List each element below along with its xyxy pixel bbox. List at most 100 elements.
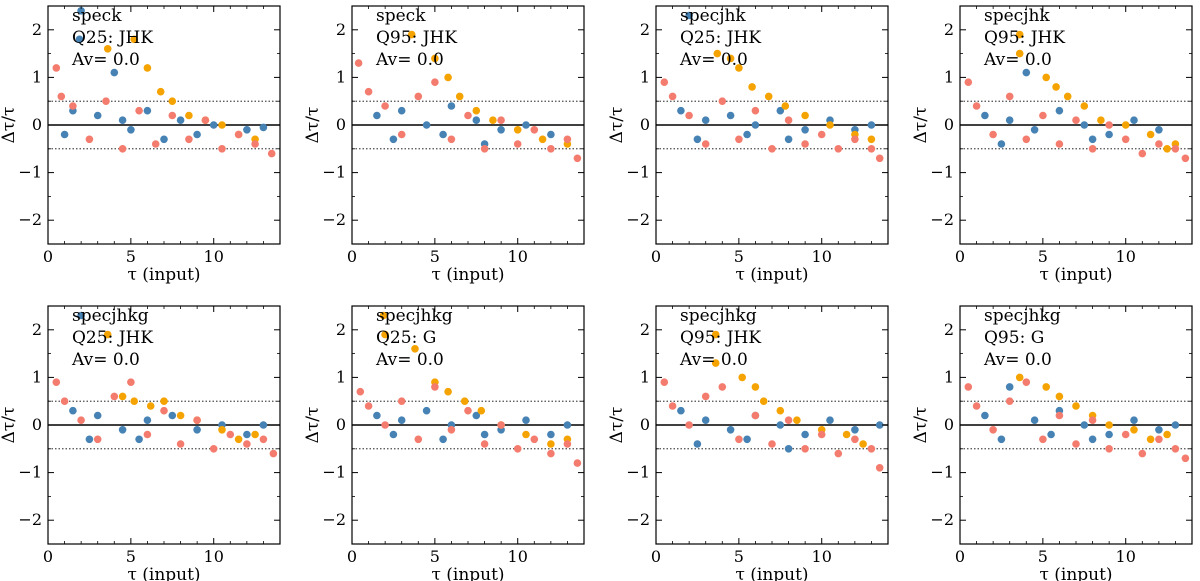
salmon-point-12 [234,130,243,139]
orange-point-3 [146,402,155,410]
salmon-point-14 [573,154,582,163]
x-axis-label: τ (input) [735,265,808,285]
salmon-point-10 [817,130,826,139]
salmon-point-10 [209,445,218,453]
y-axis-label: Δτ/τ [911,107,931,144]
orange-point-1 [711,359,720,367]
x-tick-label: 5 [734,247,744,266]
x-axis-label: τ (input) [127,265,200,285]
salmon-point-0 [52,64,61,72]
blue-point-8 [389,135,398,144]
annotation-line-0: specjhkg [376,306,453,326]
salmon-point-2 [989,130,997,139]
y-tick-label: 0 [336,115,346,134]
y-tick-label: 1 [32,67,42,86]
y-tick-label: 2 [640,20,650,39]
salmon-point-4 [1022,135,1031,144]
salmon-point-0 [356,387,365,396]
orange-point-0 [713,49,722,58]
annotation-line-1: Q95: G [984,328,1044,348]
orange-point-4 [160,397,168,406]
blue-point-4 [776,421,785,429]
salmon-point-1 [972,402,981,410]
orange-point-5 [781,102,790,110]
salmon-point-6 [1055,140,1064,148]
orange-point-6 [801,111,809,120]
blue-point-11 [127,126,135,134]
salmon-point-0 [660,78,669,86]
orange-point-0 [103,330,112,339]
salmon-point-1 [60,397,69,406]
annotation-line-1: Q25: JHK [680,28,761,48]
salmon-point-9 [801,445,809,453]
blue-point-2 [701,116,710,124]
blue-point-4 [1080,421,1089,429]
salmon-point-2 [77,416,85,425]
salmon-point-6 [135,106,143,115]
x-axis-label: τ (input) [1039,565,1112,581]
orange-point-4 [472,106,481,115]
y-tick-label: 2 [944,20,954,39]
x-tick-label: 0 [955,247,965,266]
x-axis-label: τ (input) [127,565,200,581]
orange-point-0 [711,330,720,339]
salmon-point-14 [1181,454,1190,463]
orange-point-3 [156,87,165,96]
blue-point-2 [110,68,119,77]
orange-point-8 [1146,130,1155,139]
blue-point-2 [422,406,431,415]
orange-point-1 [431,54,439,63]
annotation-line-2: Av= 0.0 [71,350,140,370]
orange-point-1 [130,35,138,44]
x-tick-label: 0 [43,547,53,566]
salmon-point-1 [364,87,373,96]
y-tick-label: −1 [930,163,954,182]
blue-point-1 [397,106,406,115]
orange-point-4 [444,387,452,396]
salmon-point-14 [269,449,278,458]
annotation-line-1: Q95: JHK [376,28,457,48]
salmon-point-14 [1181,154,1190,163]
x-tick-label: 10 [508,247,528,266]
orange-point-1 [118,392,127,401]
blue-point-4 [93,111,102,120]
orange-point-7 [826,121,834,129]
salmon-point-6 [447,135,456,144]
salmon-point-3 [1005,397,1014,406]
salmon-point-8 [480,440,489,448]
orange-point-0 [103,45,112,53]
salmon-point-12 [547,449,555,458]
y-tick-label: −1 [626,163,650,182]
annotation-line-2: Av= 0.0 [375,50,444,70]
y-tick-label: 2 [944,320,954,339]
blue-point-11 [743,130,751,139]
x-tick-label: 5 [734,547,744,566]
blue-point-7 [1130,116,1138,124]
salmon-point-12 [1155,435,1163,444]
blue-point-6 [143,106,152,115]
salmon-point-1 [972,102,981,110]
salmon-point-3 [1005,92,1014,101]
salmon-point-2 [69,102,77,110]
blue-point-5 [497,126,505,134]
salmon-point-14 [875,154,884,163]
orange-point-5 [185,111,193,120]
salmon-point-11 [530,435,539,444]
y-tick-label: −2 [626,510,650,529]
y-axis-label: Δτ/τ [607,407,627,444]
annotation-line-1: Q95: JHK [984,28,1065,48]
blue-point-3 [447,102,456,110]
x-axis-label: τ (input) [431,565,504,581]
salmon-point-8 [168,111,177,120]
blue-point-8 [209,121,218,129]
salmon-point-9 [801,140,809,148]
orange-point-0 [379,311,388,320]
salmon-point-5 [127,378,135,387]
salmon-point-14 [875,464,884,472]
salmon-point-4 [102,97,110,105]
blue-point-0 [373,411,381,420]
blue-point-10 [439,435,447,444]
salmon-point-4 [718,383,727,391]
y-tick-label: 0 [640,415,650,434]
